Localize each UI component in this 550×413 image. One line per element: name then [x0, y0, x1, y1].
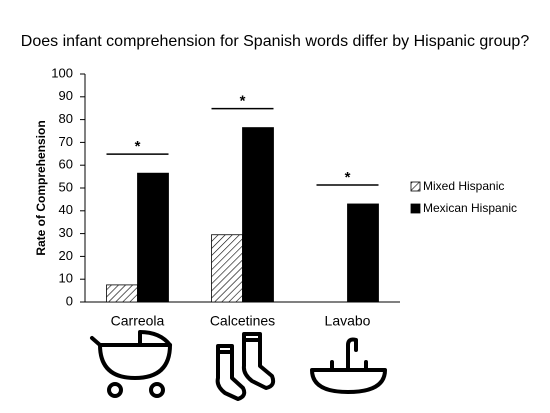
- y-tick-label: 0: [66, 293, 73, 308]
- legend-label: Mexican Hispanic: [423, 201, 517, 215]
- bar: [106, 284, 138, 303]
- y-axis-label: Rate of Comprehension: [34, 120, 48, 255]
- y-tick-label: 10: [59, 271, 73, 286]
- chart-title: Does infant comprehension for Spanish wo…: [21, 33, 530, 50]
- significance-marker: *: [240, 93, 246, 110]
- bar: [347, 203, 379, 303]
- bar: [211, 234, 243, 303]
- y-tick-label: 100: [51, 65, 73, 80]
- y-tick-label: 60: [59, 157, 73, 172]
- x-tick-label: Calcetines: [210, 313, 275, 329]
- significance-marker: *: [345, 169, 351, 186]
- y-tick-label: 40: [59, 202, 73, 217]
- y-tick-label: 30: [59, 225, 73, 240]
- bar: [242, 127, 274, 303]
- legend-swatch: [410, 203, 421, 214]
- stroller-icon: [90, 330, 172, 398]
- significance-marker: *: [135, 138, 141, 155]
- bar: [137, 172, 169, 303]
- x-tick-label: Carreola: [111, 313, 165, 329]
- legend-swatch: [410, 181, 421, 192]
- legend-label: Mixed Hispanic: [423, 179, 504, 193]
- y-tick-label: 50: [59, 179, 73, 194]
- socks-icon: [215, 332, 276, 401]
- y-tick-label: 70: [59, 134, 73, 149]
- y-tick-label: 90: [59, 88, 73, 103]
- y-tick-label: 80: [59, 111, 73, 126]
- x-tick-label: Lavabo: [325, 313, 371, 329]
- y-tick-label: 20: [59, 248, 73, 263]
- sink-icon: [310, 337, 387, 394]
